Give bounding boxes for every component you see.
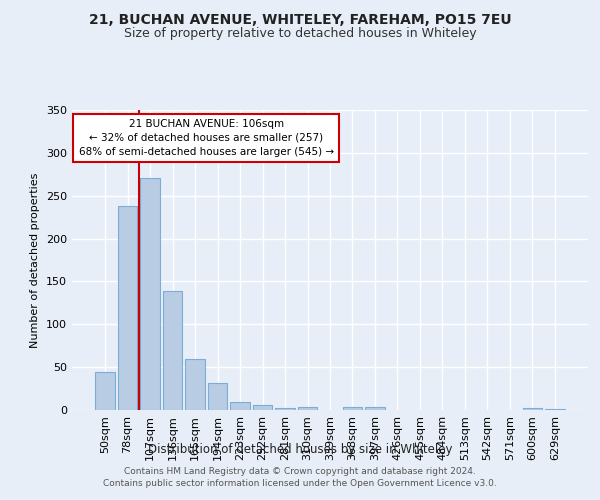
Text: Size of property relative to detached houses in Whiteley: Size of property relative to detached ho… [124,28,476,40]
Y-axis label: Number of detached properties: Number of detached properties [31,172,40,348]
Bar [275,408,295,410]
Bar [163,291,182,410]
Bar [298,406,317,410]
Bar [545,409,565,410]
Bar [253,405,272,410]
Text: Distribution of detached houses by size in Whiteley: Distribution of detached houses by size … [148,442,452,456]
Text: 21 BUCHAN AVENUE: 106sqm
← 32% of detached houses are smaller (257)
68% of semi-: 21 BUCHAN AVENUE: 106sqm ← 32% of detach… [79,119,334,157]
Bar [95,372,115,410]
Text: 21, BUCHAN AVENUE, WHITELEY, FAREHAM, PO15 7EU: 21, BUCHAN AVENUE, WHITELEY, FAREHAM, PO… [89,12,511,26]
Bar [230,402,250,410]
Bar [140,178,160,410]
Bar [343,408,362,410]
Bar [185,360,205,410]
Bar [208,382,227,410]
Bar [118,206,137,410]
Bar [523,408,542,410]
Text: Contains HM Land Registry data © Crown copyright and database right 2024.
Contai: Contains HM Land Registry data © Crown c… [103,466,497,487]
Bar [365,408,385,410]
